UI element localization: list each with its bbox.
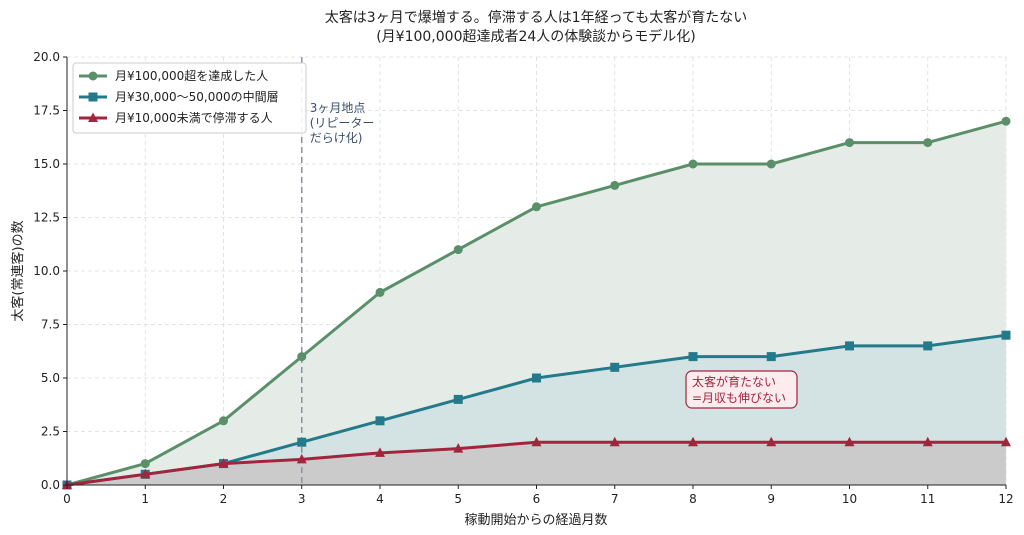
y-tick-label: 10.0 <box>33 264 60 278</box>
annotation-line: だらけ化) <box>310 131 363 145</box>
data-point <box>610 180 620 190</box>
data-point <box>1001 330 1011 340</box>
y-tick-label: 17.5 <box>33 104 60 118</box>
data-point <box>88 71 98 81</box>
area-top <box>67 121 1006 485</box>
data-point <box>532 202 541 212</box>
series-1 <box>62 116 1011 490</box>
data-point <box>88 112 98 122</box>
x-tick-label: 0 <box>63 492 71 506</box>
legend-label: 月¥100,000超を達成した人 <box>115 68 268 83</box>
data-point <box>688 352 698 362</box>
data-point <box>297 352 307 362</box>
data-point <box>766 159 776 169</box>
data-point <box>297 437 307 447</box>
x-tick-label: 11 <box>920 492 935 506</box>
x-tick-label: 3 <box>298 492 306 506</box>
data-point <box>1001 116 1011 126</box>
chart-subtitle: (月¥100,000超達成者24人の体験談からモデル化) <box>376 28 696 45</box>
data-point <box>296 453 307 464</box>
annotation-line: 太客が育たない <box>692 374 776 389</box>
y-tick-label: 2.5 <box>41 425 60 439</box>
x-tick-label: 7 <box>611 492 619 506</box>
data-point <box>844 436 855 447</box>
x-tick-label: 5 <box>454 492 462 506</box>
legend-item-2: 月¥30,000〜50,000の中間層 <box>79 89 279 104</box>
y-tick-label: 7.5 <box>41 318 60 332</box>
y-axis-label: 太客(常連客)の数 <box>10 220 26 321</box>
data-point <box>688 436 698 447</box>
data-point <box>140 468 151 479</box>
x-axis-label: 稼動開始からの経過月数 <box>464 513 607 528</box>
x-tick-label: 10 <box>842 492 857 506</box>
data-point <box>610 362 620 372</box>
data-point <box>140 459 150 469</box>
annotation-stagnation: 太客が育たない =月収も伸びない <box>692 374 786 405</box>
data-point <box>531 436 542 447</box>
x-tick-label: 8 <box>689 492 697 506</box>
data-point <box>845 341 854 351</box>
data-point <box>609 436 620 447</box>
annotation-box <box>685 370 798 409</box>
tick-labels: 0 1 2 3 4 5 6 7 8 9 10 11 120.02.55.07.510.012.515.0… <box>33 50 1013 506</box>
legend-box <box>72 62 307 134</box>
data-point <box>766 352 776 362</box>
data-point <box>532 373 541 383</box>
x-tick-label: 12 <box>998 492 1013 506</box>
data-point <box>845 138 854 148</box>
legend-item-3: 月¥10,000未満で停滞する人 <box>79 110 273 125</box>
annotation-line: (リピーター <box>310 116 375 130</box>
data-point <box>88 92 98 102</box>
x-tick-label: 6 <box>533 492 541 506</box>
data-point <box>375 447 385 457</box>
data-point <box>375 416 385 426</box>
data-point <box>923 138 933 148</box>
y-tick-label: 12.5 <box>33 211 60 225</box>
chart-title: 太客は3ヶ月で爆増する。停滞する人は1年経っても太客が育たない <box>325 9 747 26</box>
x-tick-label: 1 <box>141 492 149 506</box>
series-group <box>62 116 1011 490</box>
data-point <box>922 436 933 447</box>
data-point <box>219 416 228 426</box>
legend: 月¥100,000超を達成した人月¥30,000〜50,000の中間層月¥10,… <box>72 62 307 134</box>
y-tick-label: 5.0 <box>41 371 60 385</box>
data-point <box>375 287 385 297</box>
y-tick-label: 0.0 <box>41 478 60 492</box>
annotation-3-month: 3ヶ月地点(リピーターだらけ化) <box>310 101 375 145</box>
series-3 <box>62 436 1011 489</box>
data-point <box>923 341 933 351</box>
legend-label: 月¥10,000未満で停滞する人 <box>115 110 273 125</box>
annotations: 3ヶ月地点(リピーターだらけ化) 太客が育たない =月収も伸びない <box>310 101 798 409</box>
legend-label: 月¥30,000〜50,000の中間層 <box>115 89 279 104</box>
y-tick-label: 20.0 <box>33 50 60 64</box>
area-bottom <box>67 442 1006 485</box>
y-tick-label: 15.0 <box>33 157 60 171</box>
data-point <box>453 394 463 404</box>
x-tick-label: 4 <box>376 492 384 506</box>
x-tick-label: 9 <box>767 492 775 506</box>
data-point <box>766 436 777 447</box>
data-point <box>218 458 229 468</box>
data-point <box>453 443 464 453</box>
axes <box>63 56 1007 489</box>
data-point <box>1001 436 1011 447</box>
legend-item-1: 月¥100,000超を達成した人 <box>79 68 268 83</box>
annotation-line: =月収も伸びない <box>692 391 786 405</box>
data-point <box>453 245 463 255</box>
annotation-line: 3ヶ月地点 <box>310 101 366 115</box>
x-tick-label: 2 <box>220 492 228 506</box>
data-point <box>688 159 698 169</box>
